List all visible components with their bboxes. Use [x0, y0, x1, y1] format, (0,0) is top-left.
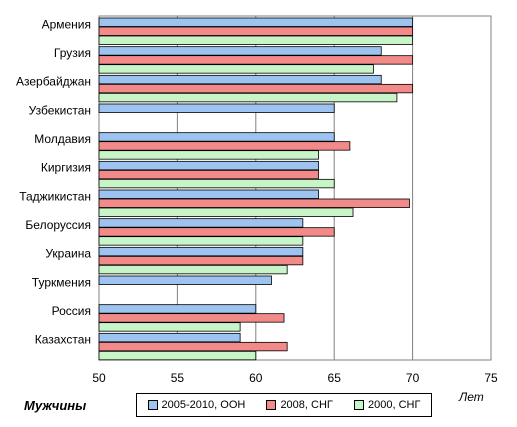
x-tick-label: 50	[92, 371, 106, 385]
legend-swatch-cis-2008	[266, 400, 277, 410]
bar	[98, 17, 414, 27]
bar	[98, 35, 414, 45]
legend-item-un: 2005-2010, ООН	[147, 399, 246, 411]
bar	[98, 275, 272, 285]
category-label: Казахстан	[35, 333, 91, 347]
x-tick-label: 75	[484, 371, 498, 385]
legend-label-un: 2005-2010, ООН	[161, 399, 246, 411]
bar	[98, 332, 241, 343]
bar	[98, 92, 398, 103]
category-label: Россия	[52, 304, 91, 318]
bar	[98, 132, 335, 142]
units-label: Лет	[459, 390, 484, 404]
bar	[98, 227, 335, 237]
bar	[98, 341, 288, 352]
bar	[98, 236, 304, 246]
category-label: Узбекистан	[29, 103, 91, 117]
bar	[98, 46, 382, 56]
bar	[98, 264, 288, 275]
legend-swatch-cis-2000	[353, 400, 364, 410]
legend-item-cis-2000: 2000, СНГ	[353, 399, 421, 411]
bar	[98, 55, 414, 65]
bar	[98, 160, 319, 171]
bar	[98, 246, 304, 257]
bar	[98, 304, 257, 314]
category-label: Украина	[45, 247, 91, 261]
bar	[98, 322, 241, 332]
bar	[98, 178, 335, 189]
bar	[98, 26, 414, 36]
bar	[98, 198, 410, 208]
category-label: Азербайджан	[16, 75, 91, 89]
category-label: Армения	[42, 17, 91, 31]
legend-item-cis-2008: 2008, СНГ	[266, 399, 333, 411]
bar	[98, 350, 257, 361]
category-label: Туркмения	[32, 275, 91, 289]
bar	[98, 189, 319, 199]
gender-label: Мужчины	[24, 398, 87, 413]
category-label: Белоруссия	[25, 218, 91, 232]
category-label: Таджикистан	[19, 189, 91, 203]
category-label: Молдавия	[34, 132, 91, 146]
bar	[98, 74, 382, 85]
bar	[98, 103, 335, 113]
bar	[98, 141, 351, 151]
legend-swatch-un	[147, 400, 158, 410]
bar	[98, 218, 304, 228]
bar	[98, 169, 319, 180]
category-label: Киргизия	[41, 161, 91, 175]
bar	[98, 313, 285, 323]
x-tick-label: 60	[249, 371, 263, 385]
bar	[98, 83, 414, 94]
legend-label-cis-2000: 2000, СНГ	[367, 399, 421, 411]
x-tick-label: 65	[328, 371, 342, 385]
legend: 2005-2010, ООН 2008, СНГ 2000, СНГ	[136, 393, 432, 417]
category-label: Грузия	[54, 46, 91, 60]
bar	[98, 207, 354, 217]
bar	[98, 255, 304, 266]
bar	[98, 150, 319, 160]
legend-label-cis-2008: 2008, СНГ	[280, 399, 333, 411]
x-tick-label: 55	[171, 371, 185, 385]
x-tick-label: 70	[406, 371, 420, 385]
bar	[98, 64, 374, 74]
